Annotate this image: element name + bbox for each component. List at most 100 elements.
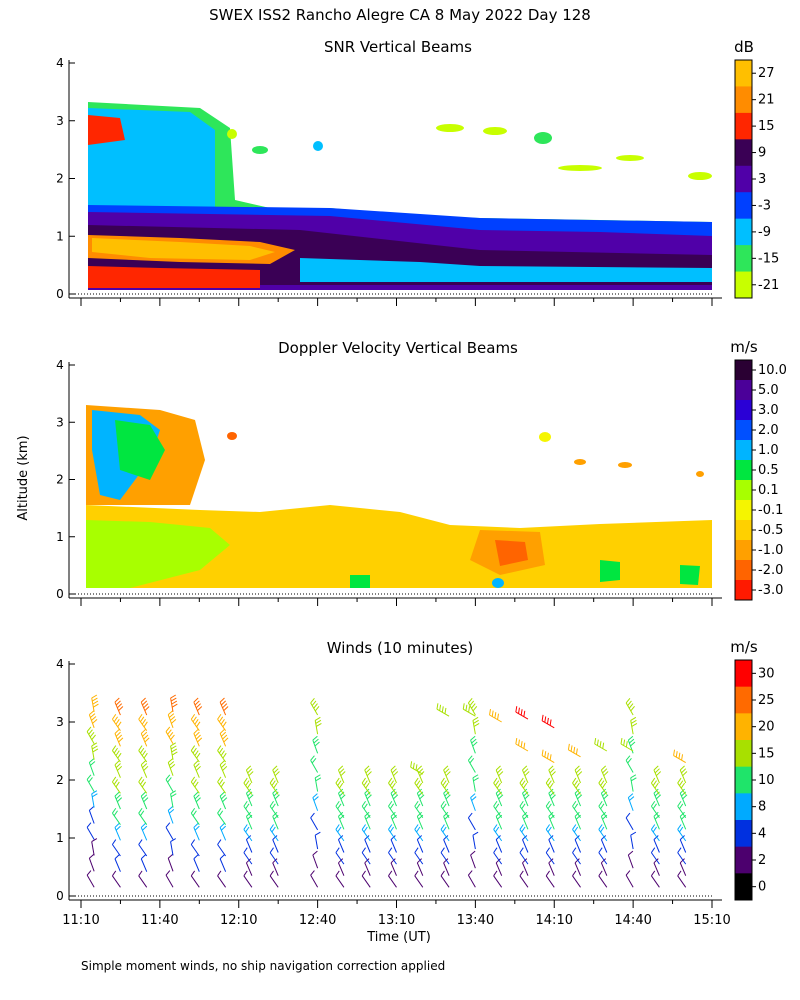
wind-barb-feather <box>623 739 626 746</box>
wind-barb-staff <box>138 718 148 731</box>
wind-barb-staff <box>545 782 555 795</box>
wind-barb-feather <box>602 742 605 749</box>
wind-barb-feather <box>220 781 225 788</box>
wind-barb-staff <box>467 702 476 716</box>
wind-barb-feather <box>219 822 225 828</box>
wind-barb-staff <box>361 805 371 818</box>
wind-barb-feather <box>389 826 395 833</box>
wind-barb-feather <box>361 847 366 853</box>
wind-barb-staff <box>548 816 555 830</box>
wind-barb-staff <box>219 764 227 778</box>
wind-barb-staff <box>193 795 200 810</box>
wind-barb-feather <box>521 826 526 833</box>
wind-barb-staff <box>467 760 476 773</box>
wind-barb-staff <box>493 829 503 842</box>
wind-barb-staff <box>390 816 397 830</box>
wind-barb-staff <box>114 701 121 716</box>
wind-barb-feather <box>219 854 225 860</box>
axes-layer: 0 1 2 3 4 0 1 2 3 4 0 1 2 3 4 11:10 11:40 12:10 12:40 13:10… <box>56 56 731 928</box>
wind-barb-feather <box>363 826 368 833</box>
wind-barb-feather <box>545 870 551 877</box>
wind-barb-feather <box>190 776 196 783</box>
wind-barb-staff <box>522 769 529 784</box>
wind-barb-feather <box>418 791 424 797</box>
wind-barb-feather <box>549 768 555 774</box>
wind-barb-staff <box>269 852 279 865</box>
wind-barb-staff <box>443 862 450 876</box>
wind-barb-feather <box>677 800 682 807</box>
wind-barb-feather <box>361 870 366 877</box>
wind-barb-feather <box>472 716 479 721</box>
doppler-lower-region <box>86 520 230 588</box>
wind-barb-feather <box>491 710 494 717</box>
wind-barb-feather <box>138 713 143 720</box>
wind-barb-feather <box>220 825 227 831</box>
wind-barb-feather <box>361 777 366 784</box>
wind-barb-feather <box>111 839 117 845</box>
wind-barb-feather <box>192 779 197 785</box>
wind-barb-feather <box>471 796 477 801</box>
wind-barb-feather <box>364 835 370 840</box>
wind-barb-feather <box>467 697 473 704</box>
colorbar-swatch <box>735 86 752 114</box>
wind-barb-feather <box>625 741 628 748</box>
wind-barb-feather <box>113 779 118 785</box>
wind-barb-feather <box>195 797 201 803</box>
wind-barb-staff <box>114 764 121 778</box>
wind-barb-feather <box>222 721 227 728</box>
wind-barb-staff <box>625 874 634 888</box>
wind-barb-feather <box>523 768 529 774</box>
wind-barb-feather <box>269 870 274 877</box>
wind-barb-feather <box>444 707 447 714</box>
wind-barb-feather <box>570 745 573 752</box>
wind-barb-feather <box>194 794 200 800</box>
wind-barb-staff <box>388 852 397 865</box>
wind-barb-staff <box>440 829 450 842</box>
wind-barb-feather <box>598 847 603 853</box>
wind-barb-feather <box>197 706 203 712</box>
colorbar-label: 4 <box>758 826 766 841</box>
wind-barb-feather <box>548 788 554 794</box>
wind-barb-feather <box>363 780 368 786</box>
wind-barb-staff <box>677 852 687 865</box>
wind-barb-feather <box>650 777 656 784</box>
wind-barb-feather <box>217 745 222 751</box>
wind-barb-feather <box>575 768 581 774</box>
y-axis-label: Altitude (km) <box>16 435 31 520</box>
snr-lower-red-layer <box>88 266 260 288</box>
colorbar-swatch <box>735 271 752 299</box>
wind-barb-staff <box>190 781 200 794</box>
wind-barb-feather <box>316 722 322 727</box>
wind-barb-feather <box>310 870 315 876</box>
wind-barb-feather <box>681 814 687 820</box>
wind-barb-feather <box>440 847 445 853</box>
axes-panel-2: 0 1 2 3 4 11:10 11:40 12:10 12:40 13:10 13:40 14:10… <box>56 657 731 928</box>
wind-barb-feather <box>522 788 528 794</box>
colorbar-swatch <box>735 740 752 768</box>
wind-barb-feather <box>140 854 146 860</box>
doppler-cyan-spot <box>492 578 504 588</box>
wind-barb-feather <box>445 771 451 777</box>
wind-barb-staff <box>679 839 687 853</box>
wind-barb-feather <box>193 854 199 860</box>
wind-barb-staff <box>190 844 200 857</box>
wind-barb-feather <box>524 771 530 777</box>
doppler-main-region <box>86 505 712 588</box>
wind-barb-staff <box>167 762 174 776</box>
wind-barb-feather <box>113 747 118 754</box>
wind-barb-feather <box>414 870 419 877</box>
colorbar-swatch <box>735 165 752 193</box>
wind-barb-feather <box>339 782 344 789</box>
wind-barb-feather <box>473 722 480 727</box>
wind-barb-staff <box>269 782 279 795</box>
wind-barb-feather <box>548 765 554 771</box>
wind-barb-feather <box>548 835 554 840</box>
y-tick-label: 0 <box>56 287 64 301</box>
wind-barb-feather <box>445 794 451 800</box>
wind-barb-feather <box>339 814 345 820</box>
wind-barb-feather <box>171 700 178 705</box>
wind-barb-feather <box>193 728 199 734</box>
wind-barb-feather <box>416 803 421 810</box>
wind-barb-feather <box>545 777 551 784</box>
wind-barb-staff <box>312 739 319 754</box>
